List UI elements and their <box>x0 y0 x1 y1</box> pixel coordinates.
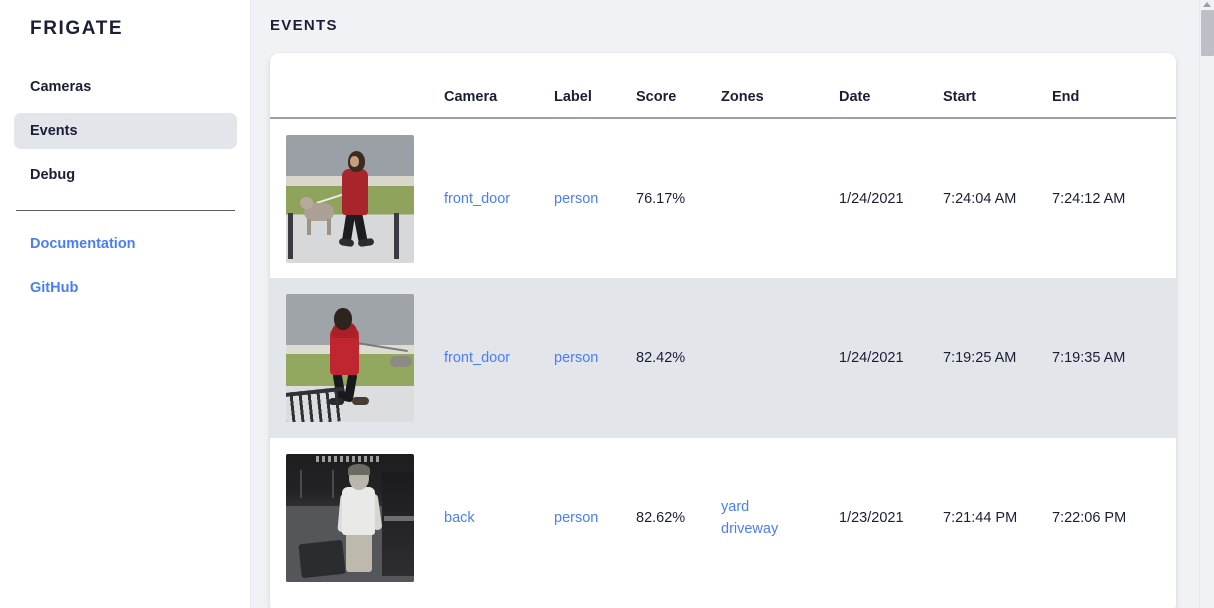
page-title: EVENTS <box>270 17 338 34</box>
sidebar-item-debug[interactable]: Debug <box>30 166 76 183</box>
event-zones-cell <box>721 118 839 278</box>
column-header-score[interactable]: Score <box>636 89 677 105</box>
event-end-cell: 7:22:06 PM <box>1052 510 1127 526</box>
event-camera-cell: front_door <box>444 118 554 278</box>
event-label-cell: person <box>554 278 636 438</box>
event-camera-cell: back <box>444 438 554 598</box>
column-header-label[interactable]: Label <box>554 89 592 105</box>
events-table-head: Camera Label Score Zones Date Start End <box>270 53 1176 118</box>
event-start-cell: 7:19:25 AM <box>943 350 1017 366</box>
event-thumbnail-image[interactable] <box>286 134 414 263</box>
label-link[interactable]: person <box>554 190 599 207</box>
event-date-cell: 1/24/2021 <box>839 350 904 366</box>
event-start-cell: 7:21:44 PM <box>943 510 1018 526</box>
column-header-camera[interactable]: Camera <box>444 89 498 105</box>
camera-link[interactable]: front_door <box>444 190 511 207</box>
event-zones-cell: yard driveway <box>721 438 839 598</box>
camera-link[interactable]: front_door <box>444 350 511 366</box>
event-zones-cell <box>721 278 839 438</box>
app-brand-title: FRIGATE <box>30 18 124 39</box>
column-header-end[interactable]: End <box>1052 89 1080 105</box>
scrollbar-thumb[interactable] <box>1201 10 1214 56</box>
events-table: Camera Label Score Zones Date Start End <box>270 53 1176 598</box>
event-camera-cell: front_door <box>444 278 554 438</box>
vertical-scrollbar[interactable] <box>1199 0 1214 608</box>
sidebar-nav: Cameras Events Debug <box>14 69 237 193</box>
table-header-row: Camera Label Score Zones Date Start End <box>270 53 1176 118</box>
event-label-cell: person <box>554 118 636 278</box>
table-row[interactable]: back person 82.62% yard driveway 1/23/20… <box>270 438 1176 598</box>
event-start-cell: 7:24:04 AM <box>943 190 1017 207</box>
event-score-cell: 82.62% <box>636 510 686 526</box>
event-thumbnail-image[interactable] <box>286 454 414 582</box>
sidebar-link-documentation[interactable]: Documentation <box>30 235 136 252</box>
zone-link[interactable]: driveway <box>721 521 779 537</box>
column-header-start[interactable]: Start <box>943 89 977 105</box>
label-link[interactable]: person <box>554 510 599 526</box>
column-header-zones[interactable]: Zones <box>721 89 764 105</box>
triangle-up-icon[interactable] <box>1203 2 1211 7</box>
sidebar-link-github[interactable]: GitHub <box>30 279 79 296</box>
event-score-cell: 82.42% <box>636 350 686 366</box>
label-link[interactable]: person <box>554 350 599 366</box>
events-card: Camera Label Score Zones Date Start End <box>270 53 1176 608</box>
event-date-cell: 1/24/2021 <box>839 190 904 207</box>
column-header-date[interactable]: Date <box>839 89 871 105</box>
event-thumbnail-cell <box>270 278 444 438</box>
event-thumbnail-image[interactable] <box>286 294 414 422</box>
event-score-cell: 76.17% <box>636 190 686 207</box>
event-label-cell: person <box>554 438 636 598</box>
event-date-cell: 1/23/2021 <box>839 510 904 526</box>
event-end-cell: 7:19:35 AM <box>1052 350 1126 366</box>
sidebar: FRIGATE Cameras Events Debug Documentati… <box>0 0 251 608</box>
sidebar-item-events[interactable]: Events <box>14 112 237 149</box>
table-row[interactable]: front_door person 76.17% 1/24/2021 7:24:… <box>270 118 1176 278</box>
event-thumbnail-cell <box>270 438 444 598</box>
column-header-thumbnail[interactable] <box>270 53 444 118</box>
camera-link[interactable]: back <box>444 510 475 526</box>
sidebar-divider <box>16 209 235 211</box>
main-content: EVENTS Camera Label Score Zones Date Sta… <box>251 0 1214 608</box>
events-table-body: front_door person 76.17% 1/24/2021 7:24:… <box>270 118 1176 598</box>
table-row[interactable]: front_door person 82.42% 1/24/2021 7:19:… <box>270 278 1176 438</box>
event-end-cell: 7:24:12 AM <box>1052 190 1126 207</box>
zone-link[interactable]: yard <box>721 498 750 515</box>
sidebar-external-links: Documentation GitHub <box>14 227 237 305</box>
event-thumbnail-cell <box>270 118 444 278</box>
sidebar-item-cameras[interactable]: Cameras <box>30 78 92 95</box>
